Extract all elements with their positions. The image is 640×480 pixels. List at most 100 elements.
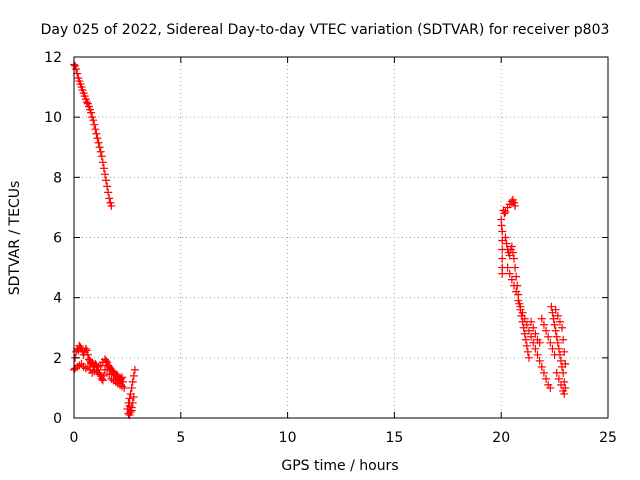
data-point: [73, 69, 82, 78]
data-point: [521, 335, 530, 344]
data-point: [83, 350, 92, 359]
x-tick-label: 15: [385, 430, 403, 446]
data-point: [522, 320, 531, 329]
data-point: [501, 233, 510, 242]
y-tick-label: 0: [53, 411, 62, 427]
data-point: [523, 347, 532, 356]
y-tick-label: 2: [53, 351, 62, 367]
data-point: [507, 242, 516, 251]
data-point: [98, 376, 107, 385]
y-tick-label: 6: [53, 231, 62, 247]
data-point: [501, 207, 510, 216]
data-point: [92, 129, 101, 138]
data-point: [508, 248, 517, 257]
data-point: [103, 182, 112, 191]
chart-title: Day 025 of 2022, Sidereal Day-to-day VTE…: [41, 22, 610, 38]
grid-lines: [74, 57, 608, 418]
data-point: [533, 350, 542, 359]
data-point: [100, 355, 109, 364]
data-point: [125, 401, 134, 410]
data-point: [125, 394, 134, 403]
data-point: [559, 335, 568, 344]
data-point: [127, 406, 136, 415]
data-point: [112, 370, 121, 379]
y-tick-label: 4: [53, 291, 62, 307]
data-point: [554, 344, 563, 353]
data-point: [126, 407, 135, 416]
data-point: [555, 350, 564, 359]
data-point: [542, 326, 551, 335]
data-point: [547, 302, 556, 311]
x-tick-label: 20: [492, 430, 510, 446]
data-point: [107, 201, 116, 210]
data-point: [118, 382, 127, 391]
data-point: [516, 302, 525, 311]
data-point: [76, 343, 85, 352]
data-point: [514, 296, 523, 305]
data-point: [498, 227, 507, 236]
data-point: [87, 108, 96, 117]
data-point: [560, 389, 569, 398]
data-point: [557, 356, 566, 365]
data-point: [561, 359, 570, 368]
data-point: [98, 158, 107, 167]
data-point: [553, 311, 562, 320]
data-point: [539, 320, 548, 329]
data-point: [531, 344, 540, 353]
data-point: [535, 356, 544, 365]
data-point: [511, 263, 520, 272]
x-tick-label: 5: [176, 430, 185, 446]
data-point: [500, 209, 509, 218]
axis-ticks: 0 5 10 15 20 25 0 2 4 6 8 10 12: [44, 50, 617, 446]
data-point: [520, 329, 529, 338]
data-point: [527, 332, 536, 341]
data-point: [520, 314, 529, 323]
data-point: [127, 383, 136, 392]
data-point: [539, 368, 548, 377]
data-point: [126, 389, 135, 398]
data-point: [130, 365, 139, 374]
data-point: [535, 338, 544, 347]
data-point: [537, 314, 546, 323]
data-point: [104, 188, 113, 197]
data-point: [554, 374, 563, 383]
data-point: [551, 326, 560, 335]
data-point: [510, 281, 519, 290]
data-point: [129, 371, 138, 380]
data-point: [510, 254, 519, 263]
data-point: [558, 323, 567, 332]
data-point: [505, 269, 514, 278]
data-point: [89, 116, 98, 125]
data-point: [90, 120, 99, 129]
data-point: [99, 164, 108, 173]
data-point: [549, 314, 558, 323]
data-point: [97, 152, 106, 161]
data-point: [102, 176, 111, 185]
x-tick-label: 10: [279, 430, 297, 446]
data-point: [511, 201, 520, 210]
data-point: [524, 353, 533, 362]
y-tick-label: 12: [44, 50, 62, 66]
data-point: [552, 332, 561, 341]
data-point: [93, 134, 102, 143]
data-point: [105, 194, 114, 203]
data-point: [529, 323, 538, 332]
data-point: [118, 373, 127, 382]
data-point: [550, 320, 559, 329]
data-point: [553, 338, 562, 347]
x-tick-label: 25: [599, 430, 617, 446]
data-point: [503, 263, 512, 272]
x-tick-label: 0: [70, 430, 79, 446]
data-point: [94, 138, 103, 147]
data-point: [555, 317, 564, 326]
data-point: [522, 341, 531, 350]
data-point: [82, 98, 91, 107]
data-point: [99, 371, 108, 380]
data-point: [542, 374, 551, 383]
data-point: [531, 329, 540, 338]
data-point: [512, 287, 521, 296]
y-tick-label: 10: [44, 110, 62, 126]
data-point: [502, 239, 511, 248]
data-point: [498, 269, 507, 278]
